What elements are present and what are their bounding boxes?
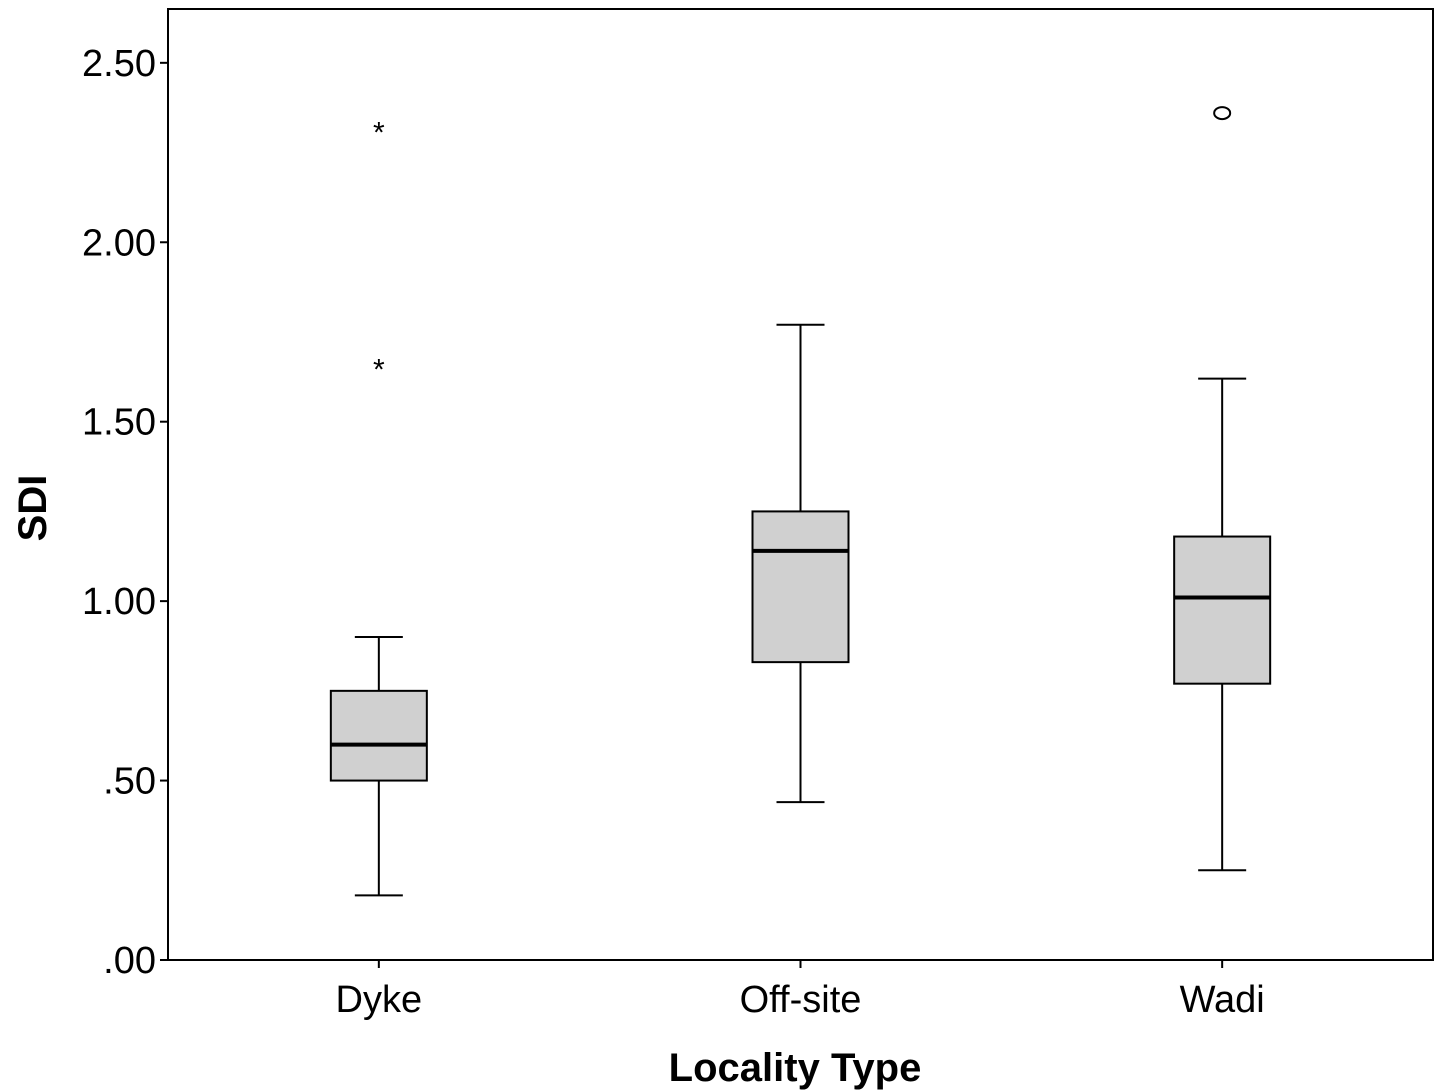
y-tick-label: 1.00 bbox=[82, 581, 156, 623]
x-tick-label: Off-site bbox=[740, 979, 862, 1021]
box-offsite bbox=[751, 323, 850, 804]
y-tick-label: .00 bbox=[103, 940, 156, 982]
y-tick-label: 2.50 bbox=[82, 43, 156, 85]
x-axis: Dyke Off-site Wadi bbox=[336, 960, 1265, 1021]
iqr-box bbox=[329, 689, 428, 782]
y-tick-label: 1.50 bbox=[82, 402, 156, 444]
y-tick-label: .50 bbox=[103, 761, 156, 803]
box-dyke: ** bbox=[329, 116, 428, 897]
box-group: ** bbox=[329, 106, 1272, 897]
x-tick-label: Wadi bbox=[1180, 979, 1265, 1021]
x-axis-title: Locality Type bbox=[669, 1046, 922, 1090]
y-axis: .00 .50 1.00 1.50 2.00 2.50 bbox=[82, 43, 168, 982]
iqr-box bbox=[1173, 535, 1272, 685]
outlier-circle bbox=[1213, 106, 1232, 121]
outlier-star: * bbox=[373, 353, 385, 386]
y-axis-title: SDI bbox=[11, 475, 55, 542]
outlier-star: * bbox=[373, 116, 385, 149]
y-tick-label: 2.00 bbox=[82, 222, 156, 264]
iqr-box bbox=[751, 510, 850, 664]
box-wadi bbox=[1173, 106, 1272, 872]
x-tick-label: Dyke bbox=[336, 979, 423, 1021]
